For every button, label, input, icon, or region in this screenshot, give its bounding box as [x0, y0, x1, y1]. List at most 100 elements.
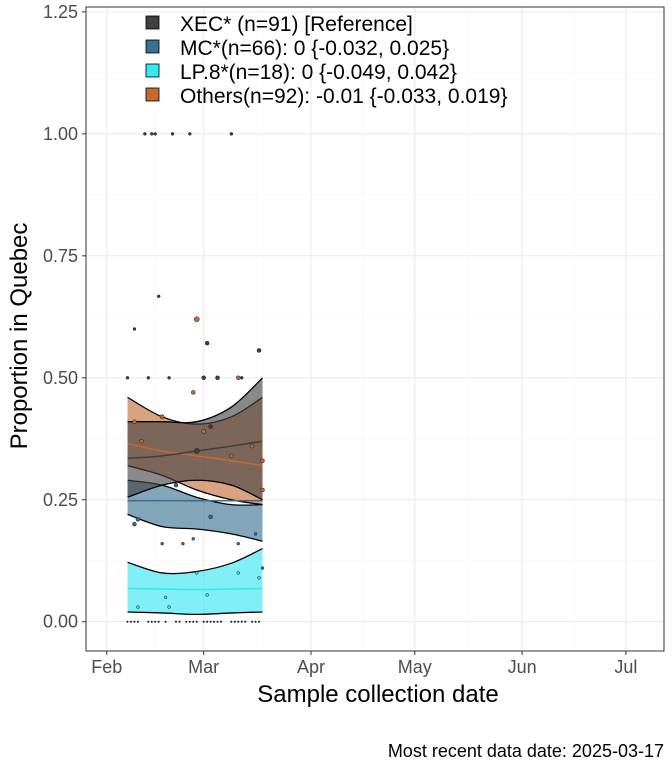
data-point [181, 541, 185, 546]
legend: XEC* (n=91) [Reference]MC*(n=66): 0 {-0.… [145, 13, 507, 108]
data-point [163, 595, 168, 600]
y-tick-label: 1.00 [43, 124, 78, 144]
data-point-zero [251, 620, 254, 623]
data-point [146, 376, 150, 380]
data-point-zero [237, 620, 240, 623]
data-point [125, 376, 130, 380]
y-tick-label: 0.75 [43, 246, 78, 266]
data-points [125, 132, 265, 623]
data-point-zero [188, 620, 191, 623]
data-point [260, 458, 265, 463]
data-point-zero [195, 620, 198, 623]
fit-line-lp8 [127, 587, 263, 591]
data-point-zero [230, 620, 233, 623]
data-point [188, 132, 192, 136]
data-point-zero [209, 620, 212, 623]
data-point-zero [206, 620, 209, 623]
data-point [150, 132, 154, 136]
data-point-zero [216, 620, 219, 623]
data-point [153, 132, 157, 136]
data-point [136, 605, 140, 609]
band-lower-lp8 [127, 611, 263, 616]
data-point [135, 517, 141, 522]
data-point-zero [202, 620, 205, 623]
band-lower-mc [127, 513, 263, 542]
data-point-zero [126, 620, 129, 623]
legend-key-others [145, 87, 160, 102]
data-point-zero [174, 620, 177, 623]
data-point [249, 443, 255, 449]
caption: Most recent data date: 2025-03-17 [388, 741, 664, 761]
data-point [253, 532, 258, 536]
data-point [143, 132, 147, 136]
data-point [132, 419, 137, 424]
band-upper-xec [127, 377, 263, 424]
data-point-zero [258, 620, 261, 623]
band-xec [127, 377, 263, 500]
data-point-zero [185, 620, 188, 623]
legend-label-lp8: LP.8*(n=18): 0 {-0.049, 0.042} [180, 61, 457, 84]
y-tick-label: 0.00 [43, 612, 78, 632]
data-point-zero [240, 620, 243, 623]
data-point [191, 390, 196, 395]
legend-label-xec: XEC* (n=91) [Reference] [180, 13, 413, 36]
data-point [236, 541, 240, 546]
data-point-zero [133, 620, 136, 623]
data-point [193, 448, 200, 454]
plot-border [85, 6, 665, 652]
data-point [260, 487, 265, 493]
legend-key-lp8 [145, 63, 160, 78]
x-axis-ticks: Feb Mar Apr May Jun Jul [91, 651, 637, 677]
data-point [201, 429, 206, 434]
legend-label-mc: MC*(n=66): 0 {-0.032, 0.025} [180, 37, 449, 60]
y-axis-ticks: 0.00 0.25 0.50 0.75 1.00 1.25 [43, 2, 86, 632]
legend-label-others: Others(n=92): -0.01 {-0.033, 0.019} [180, 85, 507, 108]
x-tick-label: Feb [91, 657, 122, 677]
data-point [132, 327, 137, 331]
x-tick-label: Jul [614, 657, 637, 677]
data-point [240, 376, 244, 380]
y-tick-label: 0.25 [43, 490, 78, 510]
data-point [195, 571, 199, 575]
data-point-zero [154, 620, 157, 623]
data-point-zero [129, 620, 132, 623]
data-point [204, 340, 210, 346]
data-point [257, 576, 261, 580]
data-point [156, 294, 161, 299]
legend-key-mc [145, 39, 160, 54]
y-axis-title: Proportion in Quebec [6, 223, 33, 450]
data-point-zero [136, 620, 139, 623]
fit-line-others [127, 442, 263, 467]
data-point [167, 605, 171, 609]
data-point-zero [213, 620, 216, 623]
data-point-zero [233, 620, 236, 623]
data-point [256, 348, 262, 353]
data-point [139, 438, 144, 444]
data-point-zero [192, 620, 195, 623]
y-tick-label: 1.25 [43, 2, 78, 22]
data-point [236, 571, 240, 575]
data-point [260, 566, 265, 570]
data-point [132, 521, 137, 527]
data-point-zero [254, 620, 257, 623]
data-point [208, 514, 213, 520]
data-point-zero [147, 620, 150, 623]
data-point-zero [150, 620, 153, 623]
data-point [208, 424, 213, 429]
grid-major [86, 7, 664, 651]
data-point [170, 132, 175, 136]
data-point [229, 132, 234, 136]
data-point [167, 376, 171, 380]
data-point [191, 537, 195, 541]
data-point [173, 482, 179, 488]
y-tick-label: 0.50 [43, 368, 78, 388]
data-point-zero [244, 620, 247, 623]
data-point [193, 316, 200, 323]
x-tick-label: Jun [508, 657, 537, 677]
band-lp8 [127, 548, 263, 615]
fit-lines [127, 440, 263, 591]
data-point [160, 541, 164, 546]
x-tick-label: Apr [297, 657, 325, 677]
data-point [236, 375, 241, 381]
data-point [205, 593, 209, 597]
